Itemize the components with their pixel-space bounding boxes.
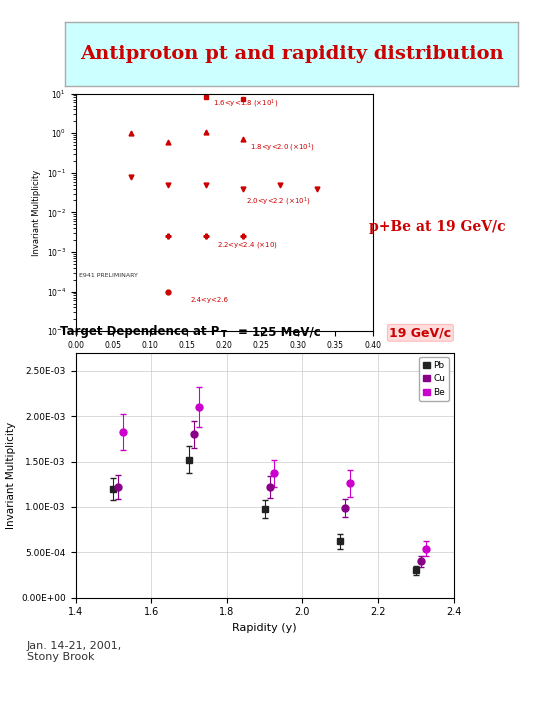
- Text: 2.0<y<2.2 ($\times$10$^1$): 2.0<y<2.2 ($\times$10$^1$): [246, 196, 311, 209]
- Text: 19 GeV/c: 19 GeV/c: [389, 326, 451, 339]
- Text: Antiproton pt and rapidity distribution: Antiproton pt and rapidity distribution: [80, 45, 503, 63]
- Text: = 125 MeV/c: = 125 MeV/c: [238, 325, 321, 338]
- Text: 2.4<y<2.6: 2.4<y<2.6: [191, 297, 228, 303]
- Legend: Pb, Cu, Be: Pb, Cu, Be: [419, 357, 449, 400]
- Text: 1.6<y<1.8 ($\times$10$^1$): 1.6<y<1.8 ($\times$10$^1$): [213, 98, 278, 110]
- Text: Jan. 14-21, 2001,
Stony Brook: Jan. 14-21, 2001, Stony Brook: [27, 641, 122, 662]
- Y-axis label: Invariant Multiplicity: Invariant Multiplicity: [5, 422, 16, 528]
- Text: p+Be at 19 GeV/c: p+Be at 19 GeV/c: [369, 220, 506, 234]
- Text: T: T: [221, 330, 227, 339]
- Y-axis label: Invariant Multiplicity: Invariant Multiplicity: [32, 169, 41, 256]
- Text: 2.2<y<2.4 ($\times$10): 2.2<y<2.4 ($\times$10): [217, 240, 278, 250]
- Text: E941 PRELIMINARY: E941 PRELIMINARY: [79, 274, 138, 279]
- Text: Target Dependence at P: Target Dependence at P: [60, 325, 219, 338]
- Text: 1.8<y<2.0 ($\times$10$^1$): 1.8<y<2.0 ($\times$10$^1$): [250, 142, 315, 154]
- X-axis label: p$_T$ (GeV/c): p$_T$ (GeV/c): [200, 356, 248, 369]
- X-axis label: Rapidity (y): Rapidity (y): [232, 623, 297, 633]
